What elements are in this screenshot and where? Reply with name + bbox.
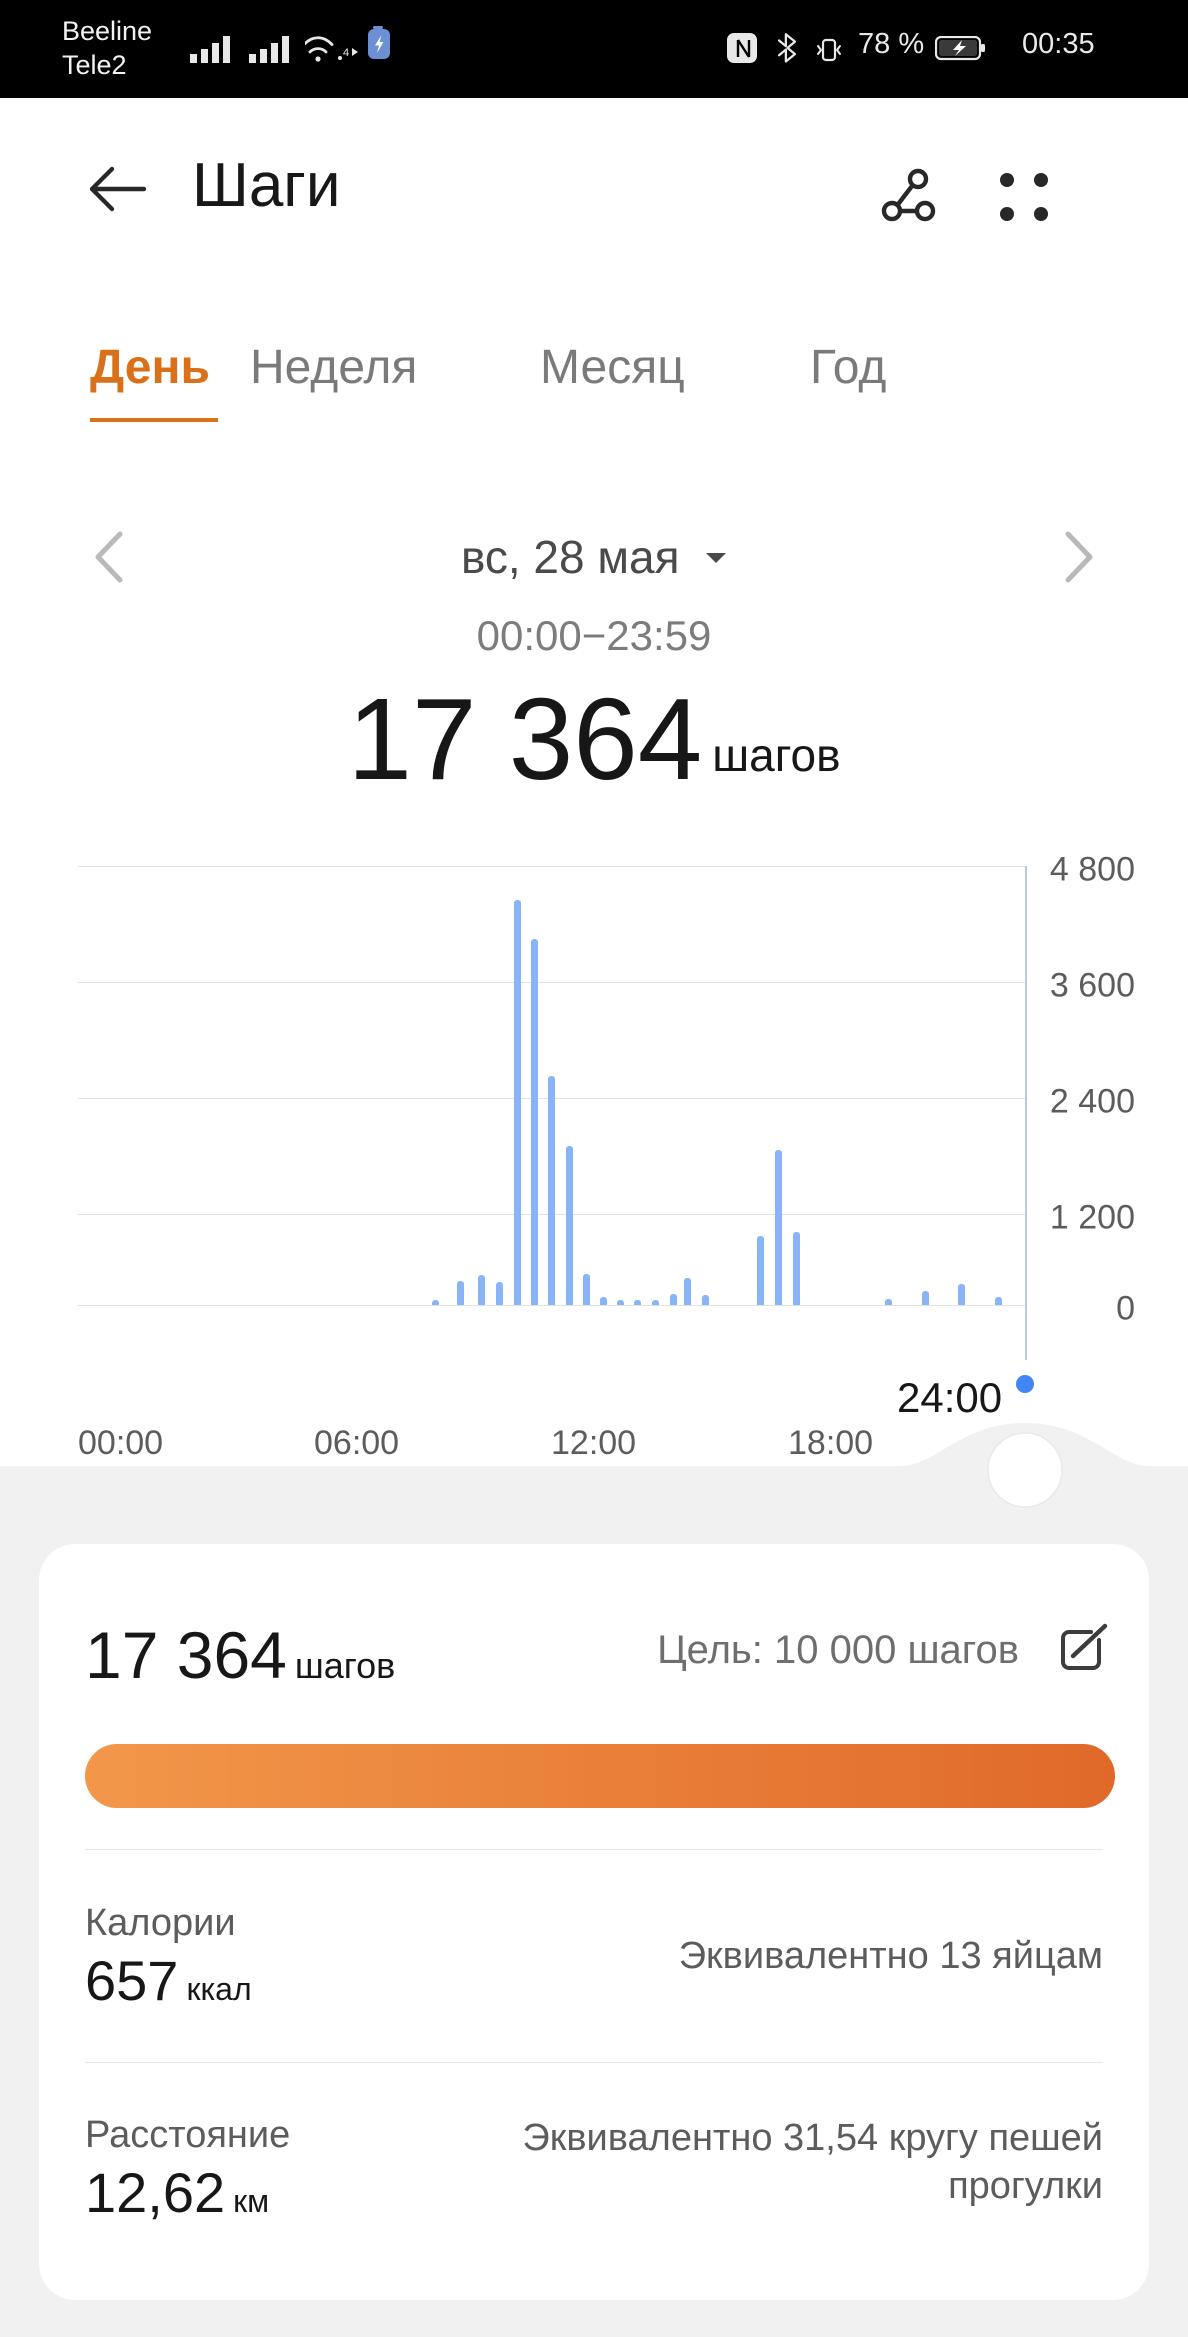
- svg-text:4: 4: [343, 47, 349, 59]
